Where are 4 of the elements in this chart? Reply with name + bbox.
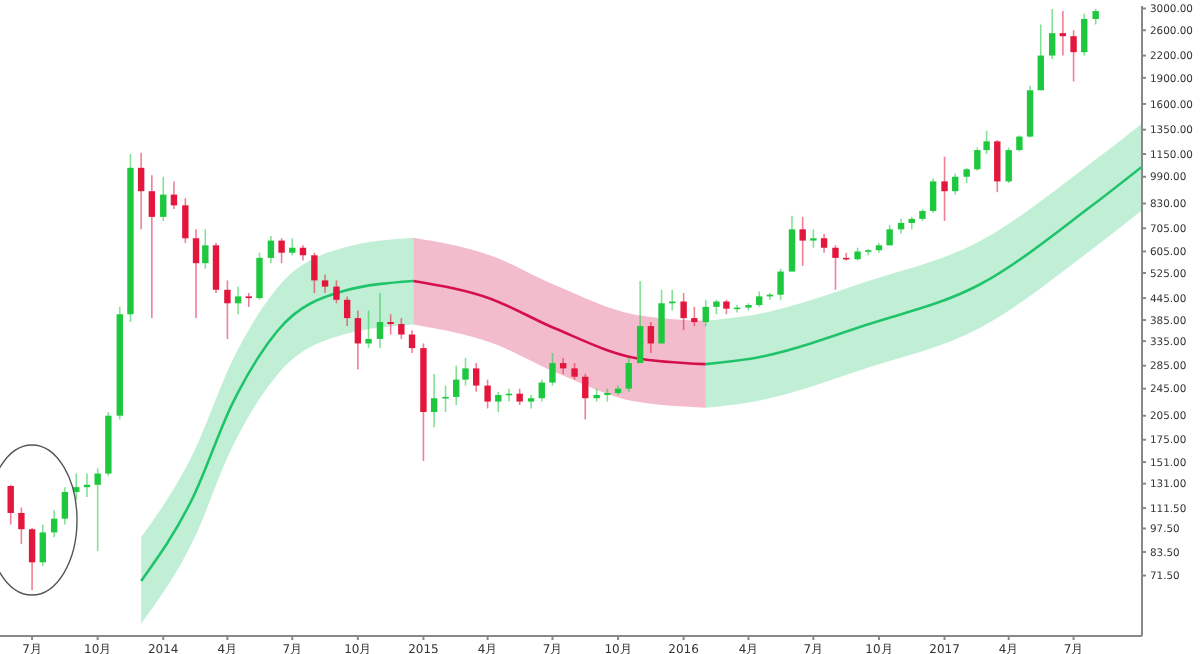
line-series (412, 279, 708, 366)
line-series (139, 279, 415, 583)
candlestick (245, 292, 252, 308)
line-series (704, 165, 1142, 366)
